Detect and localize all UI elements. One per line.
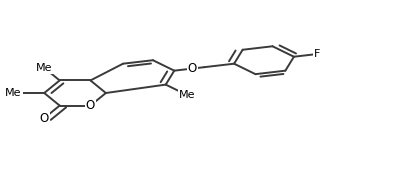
Text: F: F (314, 49, 320, 59)
Text: O: O (86, 99, 95, 112)
Text: Me: Me (179, 90, 196, 100)
Text: Me: Me (5, 88, 22, 98)
Text: O: O (40, 112, 49, 125)
Text: Me: Me (36, 63, 53, 73)
Text: O: O (188, 62, 197, 75)
